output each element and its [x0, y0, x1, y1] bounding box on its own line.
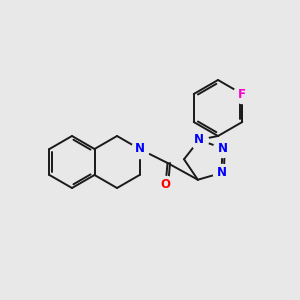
Text: O: O	[160, 178, 170, 191]
Text: N: N	[217, 167, 226, 179]
Text: N: N	[194, 133, 204, 146]
Text: N: N	[134, 142, 145, 155]
Text: F: F	[238, 88, 246, 100]
Text: N: N	[218, 142, 227, 155]
